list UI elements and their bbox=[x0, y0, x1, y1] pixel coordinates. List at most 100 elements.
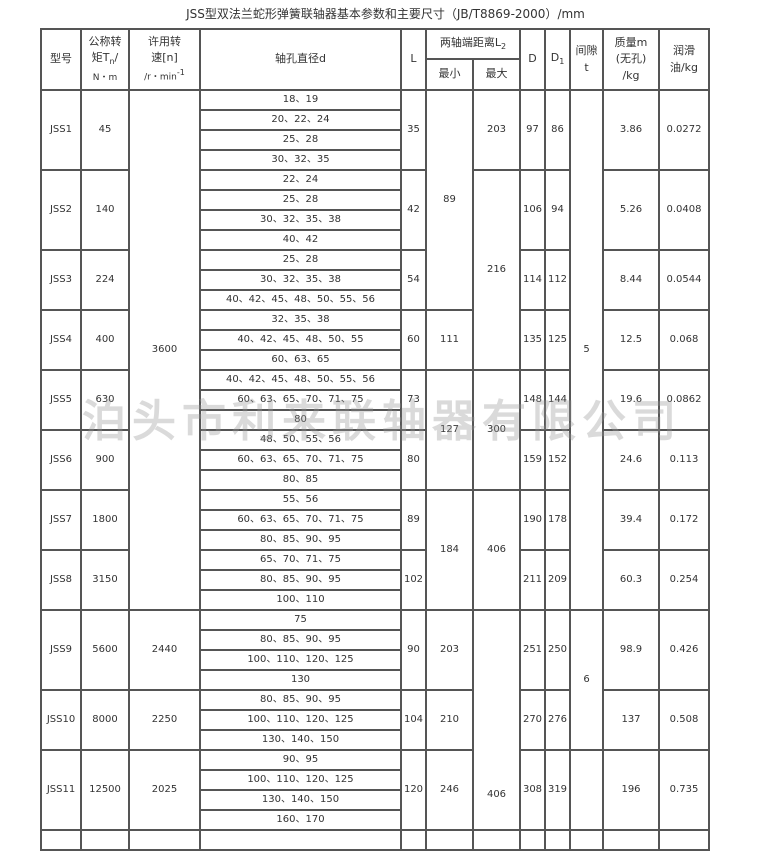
table-row: 80 bbox=[41, 409, 709, 431]
D1-cell: 178 bbox=[544, 489, 571, 551]
D1-cell: 86 bbox=[544, 89, 571, 171]
empty-cell bbox=[128, 829, 201, 851]
L2-min-cell: 246 bbox=[425, 749, 474, 831]
table-row: 60、63、65 bbox=[41, 349, 709, 371]
table-row: 25、28 bbox=[41, 189, 709, 211]
bore-cell: 40、42 bbox=[199, 229, 402, 251]
model-cell: JSS9 bbox=[40, 609, 82, 691]
oil-cell: 0.0544 bbox=[658, 249, 710, 311]
L-cell: 73 bbox=[400, 369, 427, 431]
mass-cell: 19.6 bbox=[602, 369, 660, 431]
L-cell: 54 bbox=[400, 249, 427, 311]
L2-max-cell: 300 bbox=[472, 369, 521, 491]
mass-cell: 5.26 bbox=[602, 169, 660, 251]
torque-cell: 1800 bbox=[80, 489, 130, 551]
oil-cell: 0.068 bbox=[658, 309, 710, 371]
bore-cell: 80 bbox=[199, 409, 402, 431]
gap-cell: 5 bbox=[569, 89, 604, 611]
torque-cell: 5600 bbox=[80, 609, 130, 691]
table-row: 60、63、65、70、71、75 bbox=[41, 449, 709, 471]
D-cell: 97 bbox=[519, 89, 546, 171]
empty-cell bbox=[40, 829, 82, 851]
bore-cell: 32、35、38 bbox=[199, 309, 402, 331]
table-row: 40、42 bbox=[41, 229, 709, 251]
D-cell: 159 bbox=[519, 429, 546, 491]
torque-cell: 45 bbox=[80, 89, 130, 171]
L-cell: 35 bbox=[400, 89, 427, 171]
empty-cell bbox=[199, 829, 402, 851]
D1-cell: 94 bbox=[544, 169, 571, 251]
bore-cell: 75 bbox=[199, 609, 402, 631]
bore-cell: 130、140、150 bbox=[199, 789, 402, 811]
torque-cell: 140 bbox=[80, 169, 130, 251]
torque-cell: 8000 bbox=[80, 689, 130, 751]
bore-cell: 80、85、90、95 bbox=[199, 529, 402, 551]
empty-cell bbox=[80, 829, 130, 851]
bore-cell: 20、22、24 bbox=[199, 109, 402, 131]
mass-cell: 60.3 bbox=[602, 549, 660, 611]
table-row: 80、85、90、95 bbox=[41, 629, 709, 651]
coupling-parameters-table: 型号 公称转 矩Tn/N・m 许用转 速[n]/r・min-1 轴孔直径d L 两轴… bbox=[40, 28, 710, 851]
L2-max-cell: 406 bbox=[472, 489, 521, 611]
speed-cell: 2440 bbox=[128, 609, 201, 691]
mass-cell: 39.4 bbox=[602, 489, 660, 551]
header-D1: D1 bbox=[544, 28, 571, 91]
empty-cell bbox=[569, 829, 604, 851]
model-cell: JSS8 bbox=[40, 549, 82, 611]
mass-cell: 12.5 bbox=[602, 309, 660, 371]
mass-cell: 137 bbox=[602, 689, 660, 751]
table-row: 130、140、150 bbox=[41, 729, 709, 751]
table-row: 20、22、24 bbox=[41, 109, 709, 131]
table-row: 100、110、120、125 bbox=[41, 769, 709, 791]
table-row: 160、170 bbox=[41, 809, 709, 831]
empty-cell bbox=[602, 829, 660, 851]
D-cell: 148 bbox=[519, 369, 546, 431]
torque-cell: 12500 bbox=[80, 749, 130, 831]
table-row: JSS11 12500 2025 90、95 120 246 308 319 196 0.735 bbox=[40, 749, 710, 831]
mass-cell: 98.9 bbox=[602, 609, 660, 691]
oil-cell: 0.735 bbox=[658, 749, 710, 831]
bore-cell: 40、42、45、48、50、55 bbox=[199, 329, 402, 351]
table-row: 80、85 bbox=[41, 469, 709, 491]
table-row: JSS5 630 40、42、45、48、50、55、56 73 127 300 148 14… bbox=[40, 369, 710, 491]
D1-cell: 276 bbox=[544, 689, 571, 751]
table-row: 100、110、120、125 bbox=[41, 649, 709, 671]
table-row: 60、63、65、70、71、75 bbox=[41, 389, 709, 411]
bore-cell: 60、63、65、70、71、75 bbox=[199, 509, 402, 531]
L2-min-cell: 210 bbox=[425, 689, 474, 751]
L-cell: 89 bbox=[400, 489, 427, 551]
table-row: JSS9 5600 2440 75 90 203 406 251 250 6 98.9 0.426 bbox=[40, 609, 710, 831]
bore-cell: 65、70、71、75 bbox=[199, 549, 402, 571]
L2-min-cell: 203 bbox=[425, 609, 474, 691]
table-title: JSS型双法兰蛇形弹簧联轴器基本参数和主要尺寸（JB/T8869-2000）/m… bbox=[186, 7, 585, 21]
model-cell: JSS10 bbox=[40, 689, 82, 751]
L-cell: 104 bbox=[400, 689, 427, 751]
header-gap: 间隙 t bbox=[569, 28, 604, 91]
table-row: 30、32、35 bbox=[41, 149, 709, 171]
mass-cell: 8.44 bbox=[602, 249, 660, 311]
bore-cell: 18、19 bbox=[199, 89, 402, 111]
D1-cell: 125 bbox=[544, 309, 571, 371]
table-row: 30、32、35、38 bbox=[41, 209, 709, 231]
bore-cell: 90、95 bbox=[199, 749, 402, 771]
bore-cell: 80、85、90、95 bbox=[199, 569, 402, 591]
bore-cell: 25、28 bbox=[199, 249, 402, 271]
header-L2: 两轴端距离L2 bbox=[425, 28, 521, 60]
header-model: 型号 bbox=[40, 28, 82, 91]
table-row: JSS10 8000 2250 80、85、90、95 104 210 270 276 137 0… bbox=[40, 689, 710, 751]
table-row: 130 bbox=[41, 669, 709, 691]
torque-cell: 400 bbox=[80, 309, 130, 371]
oil-cell: 0.426 bbox=[658, 609, 710, 691]
bore-cell: 130、140、150 bbox=[199, 729, 402, 751]
model-cell: JSS7 bbox=[40, 489, 82, 551]
model-cell: JSS6 bbox=[40, 429, 82, 491]
table-row: JSS2 140 22、24 42 216 106 94 5.26 0.0408 bbox=[40, 169, 710, 371]
torque-cell: 630 bbox=[80, 369, 130, 431]
oil-cell: 0.113 bbox=[658, 429, 710, 491]
table-row: JSS6 900 48、50、55、56 80 159 152 24.6 0.113 bbox=[40, 429, 710, 491]
model-cell: JSS3 bbox=[40, 249, 82, 311]
L-cell: 80 bbox=[400, 429, 427, 491]
bore-cell: 48、50、55、56 bbox=[199, 429, 402, 451]
torque-cell: 900 bbox=[80, 429, 130, 491]
bore-cell: 22、24 bbox=[199, 169, 402, 191]
